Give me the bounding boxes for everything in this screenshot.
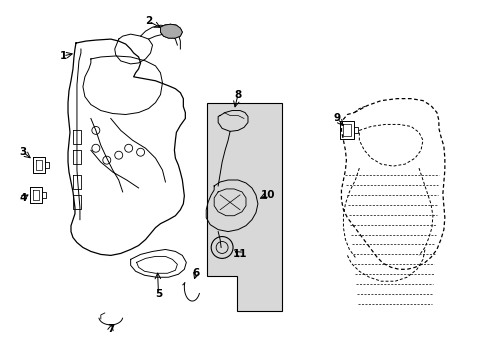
Text: 7: 7 xyxy=(107,324,114,334)
Text: 6: 6 xyxy=(192,268,200,278)
Text: 9: 9 xyxy=(333,113,340,123)
Text: 10: 10 xyxy=(260,190,275,200)
Text: 4: 4 xyxy=(20,193,27,203)
Polygon shape xyxy=(207,103,281,311)
Text: 5: 5 xyxy=(155,289,162,299)
Text: 1: 1 xyxy=(59,51,66,61)
Text: 2: 2 xyxy=(144,16,152,26)
Text: 3: 3 xyxy=(20,147,27,157)
Text: 8: 8 xyxy=(234,90,241,100)
Polygon shape xyxy=(160,24,182,38)
Text: 11: 11 xyxy=(232,249,247,260)
